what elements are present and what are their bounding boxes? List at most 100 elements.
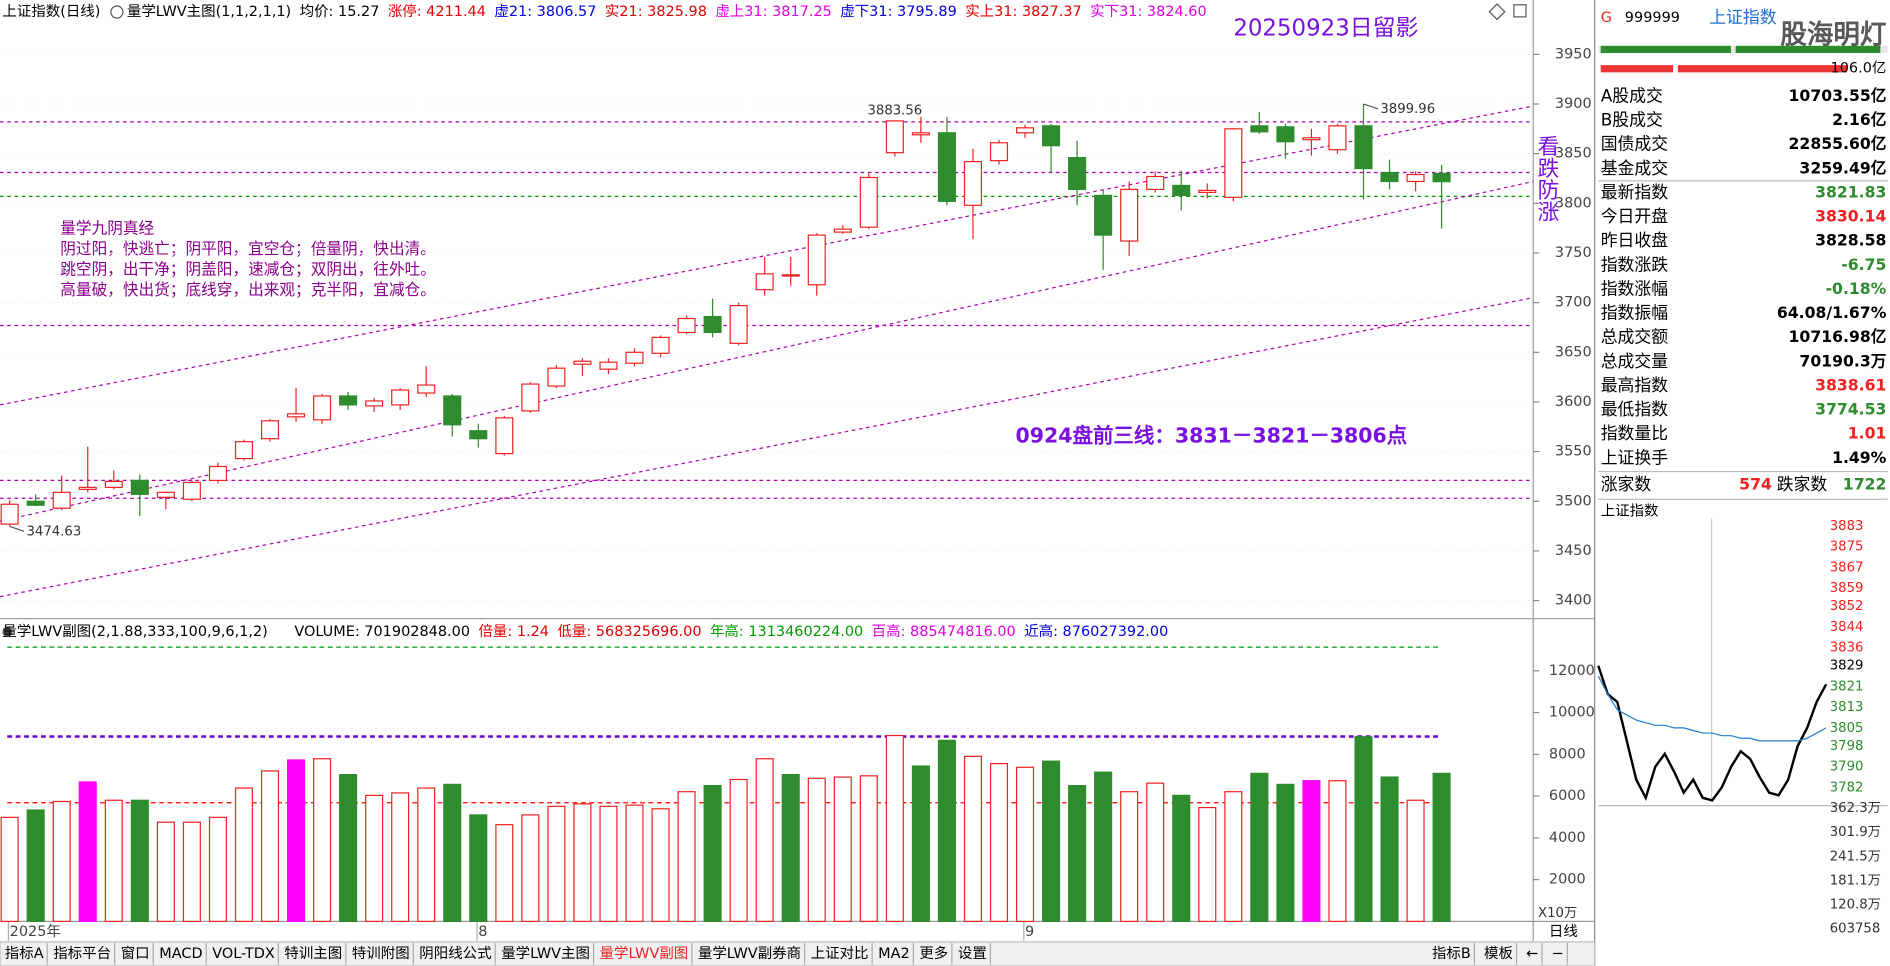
ratio-bar <box>1600 65 1674 73</box>
breadth-value: 574 <box>1739 474 1772 493</box>
quote-label: 上证换手 <box>1601 447 1669 467</box>
candle-body <box>1250 125 1269 133</box>
tab[interactable]: − <box>1552 946 1564 962</box>
extreme-label: 3899.96 <box>1380 102 1435 117</box>
y-tick-label: 362.3万 <box>1830 801 1881 816</box>
header-item: 上证指数(日线) <box>2 3 100 20</box>
y-tick-label: 3800 <box>1555 195 1592 211</box>
tab[interactable]: 指标平台 <box>53 945 111 962</box>
candle-body <box>1224 128 1243 198</box>
volume-bar <box>52 800 71 922</box>
candle-body <box>989 142 1009 162</box>
candle-body <box>729 305 748 344</box>
candle-body <box>547 367 566 387</box>
tab[interactable]: 指标B <box>1432 945 1471 962</box>
volume-bar <box>78 781 97 922</box>
volume-bar <box>963 755 983 922</box>
candle-body <box>703 315 722 334</box>
volume-bar <box>911 765 930 922</box>
tab[interactable]: 更多 <box>919 945 948 962</box>
tab[interactable]: MA2 <box>878 946 910 962</box>
volume-bar <box>1094 771 1113 922</box>
ratio-bar <box>1735 45 1881 54</box>
quote-label: 总成交量 <box>1601 351 1669 371</box>
candle-body <box>1276 126 1295 143</box>
tab[interactable]: 量学LWV副图 <box>600 945 689 962</box>
candle-body <box>885 120 904 154</box>
tab[interactable]: 量学LWV副券商 <box>698 945 801 962</box>
candle-body <box>26 500 45 506</box>
volume-bar <box>130 799 149 922</box>
quote-value: 2.16亿 <box>1832 110 1886 129</box>
candle-body <box>1406 173 1425 183</box>
intraday-title: 上证指数 <box>1601 502 1659 519</box>
candle-body <box>391 389 410 406</box>
volume-bar <box>1146 782 1165 922</box>
volume-bar <box>26 809 45 922</box>
candle-body <box>1120 188 1139 242</box>
quote-label: 基金成交 <box>1601 158 1669 178</box>
tab[interactable]: 设置 <box>958 945 987 962</box>
header-item: 实下31: 3824.60 <box>1090 3 1207 20</box>
volume-bar <box>1406 799 1425 922</box>
y-tick-label: 6000 <box>1549 788 1586 804</box>
icon[interactable] <box>1488 3 1506 21</box>
tab[interactable]: 窗口 <box>121 944 150 962</box>
annotation: 0924盘前三线：3831－3821－3806点 <box>1015 424 1407 448</box>
y-tick-label: 3650 <box>1555 344 1592 360</box>
quote-label: 总成交额 <box>1601 327 1669 347</box>
volume-bar <box>781 774 800 922</box>
y-tick-label: 3829 <box>1830 659 1864 674</box>
quote-value: 3838.61 <box>1815 375 1886 394</box>
unit-label: X10万 <box>1538 906 1577 921</box>
tab[interactable]: MACD <box>159 946 202 962</box>
candle-body <box>182 481 201 500</box>
annotation: 跳空阴，出干净；阴盖阳，速减仓；双阴出，往外吐。 <box>60 260 436 279</box>
candle-body <box>78 486 97 490</box>
quote-flag: G <box>1601 10 1612 26</box>
leader-line <box>1363 103 1379 110</box>
y-tick-label: 3867 <box>1830 560 1864 575</box>
candle-body <box>937 132 956 202</box>
icon[interactable] <box>110 5 124 19</box>
volume-bar <box>1120 791 1139 922</box>
y-tick-label: 3950 <box>1555 46 1592 62</box>
breadth-label: 涨家数 <box>1601 474 1652 494</box>
icon[interactable] <box>1513 4 1527 18</box>
volume-bar <box>885 734 904 922</box>
y-tick-label: 3836 <box>1830 641 1864 656</box>
tab[interactable]: 指标A <box>5 945 44 962</box>
candle-body <box>417 384 436 394</box>
tab[interactable]: 特训主图 <box>284 945 342 962</box>
volume-bar <box>1068 784 1087 922</box>
tab[interactable]: VOL-TDX <box>212 946 275 962</box>
volume-bar <box>469 814 488 922</box>
y-tick-label: 3450 <box>1555 543 1592 559</box>
candle-body <box>1302 137 1321 141</box>
quote-label: 最高指数 <box>1601 375 1669 395</box>
tab[interactable]: 特训附图 <box>352 945 410 962</box>
quote-value: -0.18% <box>1826 279 1887 298</box>
y-tick-label: 3850 <box>1555 146 1592 162</box>
y-tick-label: 3700 <box>1555 295 1592 311</box>
period-label[interactable]: 日线 <box>1549 923 1578 940</box>
candle-body <box>469 430 488 440</box>
header-item: 倍量: 1.24 <box>478 623 549 640</box>
tab[interactable]: 上证对比 <box>811 945 869 962</box>
quote-value: -6.75 <box>1841 255 1886 274</box>
tab[interactable]: ← <box>1526 946 1538 962</box>
quote-label: 指数量比 <box>1601 423 1668 443</box>
header-item: 虚上31: 3817.25 <box>715 3 832 20</box>
volume-bar <box>1432 772 1451 922</box>
candle-body <box>1380 171 1399 183</box>
tab[interactable]: 量学LWV主图 <box>501 945 590 962</box>
x-tick-label: 2025年 <box>10 923 61 940</box>
quote-label: 指数振幅 <box>1601 303 1669 323</box>
volume-bar <box>260 770 280 922</box>
volume-bar <box>677 791 696 922</box>
tab[interactable]: 模板 <box>1484 944 1513 962</box>
tab[interactable]: 阴阳线公式 <box>419 945 491 962</box>
quote-label: A股成交 <box>1601 85 1663 105</box>
quote-code: 999999 <box>1625 10 1680 26</box>
candle-body <box>1354 125 1373 170</box>
